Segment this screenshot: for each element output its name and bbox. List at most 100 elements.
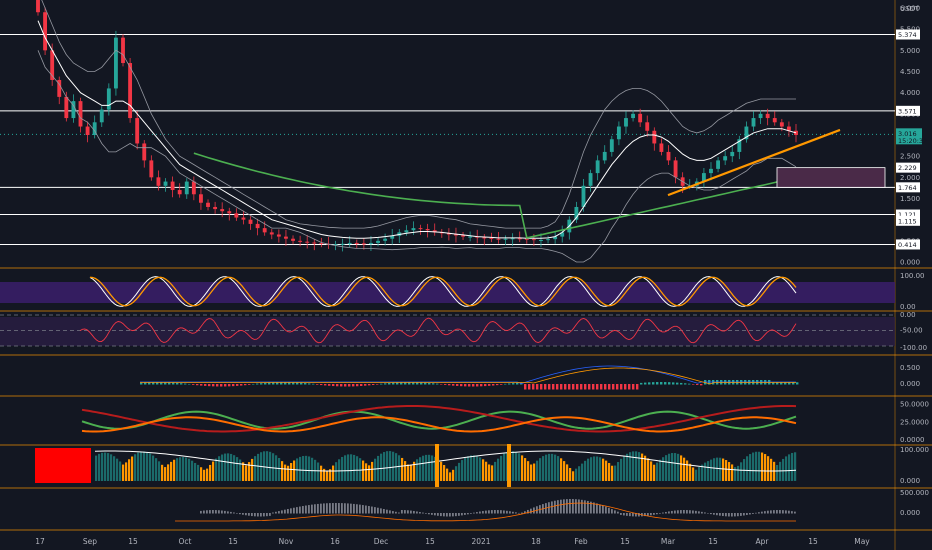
vol-bar — [353, 454, 356, 481]
momentum-bar — [776, 510, 778, 514]
macd-bar — [296, 382, 299, 385]
candle-body — [432, 230, 437, 233]
macd-bar — [540, 384, 543, 390]
dmi-tick: 25.0000 — [900, 418, 929, 426]
bollinger-upper — [41, 0, 796, 229]
momentum-line — [175, 502, 796, 522]
candle-body — [234, 213, 239, 218]
vol-bar — [782, 458, 785, 481]
vol-bar — [281, 461, 284, 481]
momentum-bar — [506, 510, 508, 514]
macd-bar — [176, 382, 179, 385]
vol-bar — [278, 457, 281, 481]
candle-body — [616, 126, 621, 140]
vol-bar — [767, 456, 770, 481]
vol-bar — [308, 456, 311, 481]
macd-bar — [428, 382, 431, 385]
macd-bar — [224, 384, 227, 387]
macd-bar — [212, 384, 215, 387]
candle-body — [128, 63, 133, 119]
vol-bar — [98, 453, 101, 481]
macd-panel[interactable]: 0.500 0.000 — [140, 364, 920, 390]
momentum-bar — [665, 511, 667, 514]
candle-body — [411, 228, 416, 231]
vol-bar — [185, 457, 188, 481]
vol-bar — [677, 453, 680, 481]
macd-bar — [272, 382, 275, 385]
momentum-bar — [653, 513, 655, 515]
wr-tick: 0.00 — [900, 311, 916, 319]
momentum-bar — [788, 510, 790, 514]
price-tick-label: 2.500 — [900, 153, 920, 161]
macd-bar — [632, 384, 635, 390]
vol-bar — [167, 464, 170, 481]
stochastic-rsi-panel[interactable]: 100.00 0.00 — [0, 272, 925, 311]
vol-bar — [116, 458, 119, 481]
momentum-bar — [458, 513, 460, 516]
vol-bar — [218, 456, 221, 481]
momentum-bar — [560, 499, 562, 514]
dmi-panel[interactable]: 50.0000 25.0000 0.0000 — [81, 401, 929, 444]
time-axis[interactable]: 17 Sep 15 Oct 15 Nov 16 Dec 15 2021 18 Feb 15 Mar 15 Ap… — [35, 537, 870, 546]
momentum-bar — [395, 511, 397, 514]
level-label-box — [896, 209, 920, 220]
vol-bar — [416, 459, 419, 481]
macd-bar — [208, 384, 211, 387]
price-axis[interactable]: 6.0005.5005.0004.5004.0003.5003.0002.500… — [896, 5, 927, 267]
macd-bar — [412, 382, 415, 385]
vol-bar — [467, 456, 470, 481]
momentum-bar — [773, 510, 775, 514]
momentum-bar — [602, 505, 604, 514]
vol-bar — [788, 454, 791, 481]
time-tick-label: 15 — [620, 537, 630, 546]
vol-bar — [158, 461, 161, 481]
momentum-bar — [767, 510, 769, 514]
macd-bar — [628, 384, 631, 390]
momentum-bar — [605, 506, 607, 514]
macd-bar — [376, 384, 379, 385]
candle-body — [772, 118, 777, 123]
momentum-bar — [365, 505, 367, 514]
vol-bar — [548, 453, 551, 481]
macd-bar — [504, 383, 507, 385]
momentum-panel[interactable]: 500.000 0.000 — [175, 489, 929, 522]
mom-tick: 500.000 — [900, 489, 929, 497]
momentum-bar — [596, 503, 598, 514]
vol-bar — [752, 452, 755, 481]
macd-bar — [164, 382, 167, 385]
williams-r-panel[interactable]: 0.00 -50.00 -100.00 — [0, 311, 927, 352]
momentum-bar — [437, 513, 439, 516]
momentum-bar — [677, 510, 679, 514]
macd-bar — [620, 384, 623, 390]
momentum-bar — [305, 505, 307, 514]
momentum-bar — [764, 511, 766, 514]
vol-bar — [536, 460, 539, 481]
momentum-bar — [416, 511, 418, 514]
vol-bar — [611, 465, 614, 481]
volume-oscillator-panel[interactable]: 100.000 0.000 — [35, 444, 929, 487]
vol-bar — [143, 451, 146, 481]
candle-body — [106, 88, 111, 110]
momentum-bar — [401, 510, 403, 514]
candle-body — [744, 126, 749, 140]
macd-bar — [500, 384, 503, 385]
vol-avg-line — [94, 450, 797, 472]
macd-bar — [616, 384, 619, 390]
macd-bar — [560, 384, 563, 390]
macd-bar — [160, 382, 163, 385]
candle-body — [716, 160, 721, 169]
vol-bar — [152, 455, 155, 481]
candle-body — [142, 143, 147, 161]
candle-body — [71, 101, 76, 119]
macd-bar — [796, 382, 799, 385]
level-label: 5.374 — [898, 31, 917, 39]
price-tick-label: 1.500 — [900, 195, 920, 203]
vol-bar — [740, 462, 743, 481]
macd-tick: 0.500 — [900, 364, 920, 372]
vol-bar — [149, 453, 152, 481]
vol-bar — [491, 465, 494, 481]
vol-bar — [557, 456, 560, 481]
price-panel[interactable] — [0, 0, 895, 263]
momentum-bar — [488, 510, 490, 514]
